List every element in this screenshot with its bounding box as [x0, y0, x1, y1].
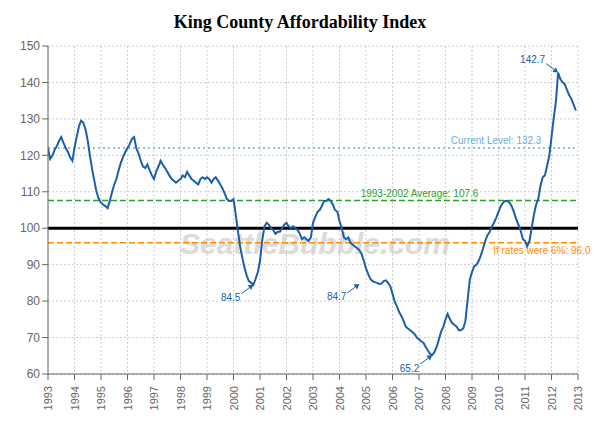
svg-text:2010: 2010 — [493, 386, 505, 410]
svg-text:2007: 2007 — [413, 386, 425, 410]
svg-text:110: 110 — [21, 185, 40, 199]
svg-text:100: 100 — [20, 221, 40, 235]
svg-text:2009: 2009 — [466, 386, 478, 410]
svg-text:2013: 2013 — [572, 386, 584, 410]
svg-text:150: 150 — [20, 39, 40, 53]
html-text:King County Affordability Inde: King County Affordability Index — [173, 12, 427, 32]
svg-text:2001: 2001 — [254, 386, 266, 410]
svg-text:2002: 2002 — [281, 386, 293, 410]
svg-text:2000: 2000 — [228, 386, 240, 410]
svg-text:65.2: 65.2 — [400, 363, 420, 374]
svg-text:If rates were 6%: 96.0: If rates were 6%: 96.0 — [493, 245, 591, 256]
svg-text:1996: 1996 — [122, 386, 134, 410]
svg-text:90: 90 — [27, 258, 41, 272]
svg-text:1998: 1998 — [175, 386, 187, 410]
svg-text:1994: 1994 — [69, 386, 81, 410]
svg-text:1993: 1993 — [42, 386, 54, 410]
svg-text:2004: 2004 — [334, 386, 346, 410]
svg-text:1999: 1999 — [201, 386, 213, 410]
svg-text:2011: 2011 — [519, 386, 531, 410]
html-text:SeattleBubble.com: SeattleBubble.com — [180, 226, 450, 260]
svg-text:1993-2002 Average: 107.6: 1993-2002 Average: 107.6 — [361, 188, 479, 199]
svg-text:1997: 1997 — [148, 386, 160, 410]
svg-text:84.5: 84.5 — [221, 292, 241, 303]
svg-text:140: 140 — [20, 76, 40, 90]
svg-text:60: 60 — [27, 367, 41, 381]
svg-text:2003: 2003 — [307, 386, 319, 410]
svg-text:120: 120 — [20, 149, 40, 163]
svg-text:1995: 1995 — [95, 386, 107, 410]
svg-text:2008: 2008 — [440, 386, 452, 410]
svg-text:2005: 2005 — [360, 386, 372, 410]
svg-text:80: 80 — [27, 294, 41, 308]
svg-text:84.7: 84.7 — [327, 291, 347, 302]
svg-text:2006: 2006 — [387, 386, 399, 410]
svg-text:70: 70 — [27, 331, 41, 345]
svg-text:Current Level: 132.3: Current Level: 132.3 — [451, 135, 542, 146]
svg-text:2012: 2012 — [546, 386, 558, 410]
svg-text:130: 130 — [20, 112, 40, 126]
svg-text:142.7: 142.7 — [520, 54, 545, 65]
